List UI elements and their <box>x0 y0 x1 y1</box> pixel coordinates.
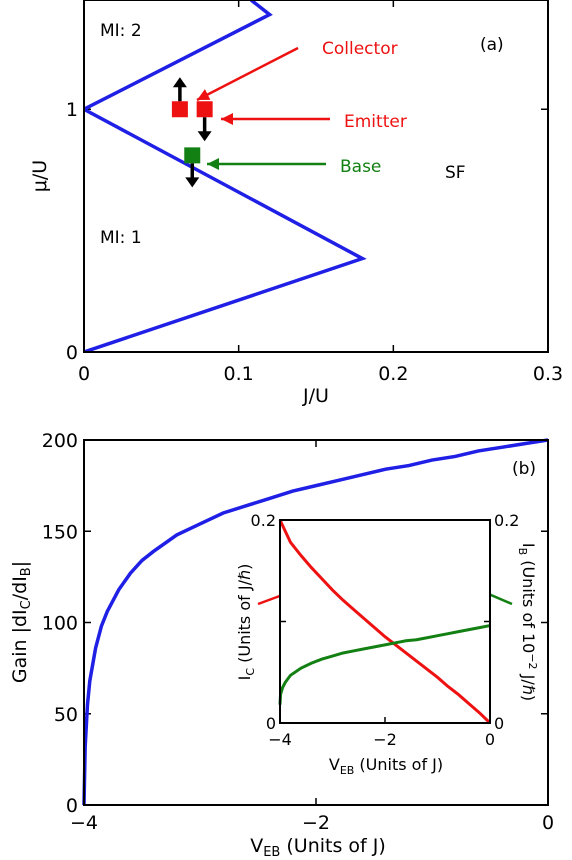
inset-left-y-tick-label: 0.2 <box>251 511 276 530</box>
x-tick-label: 0.1 <box>224 363 254 385</box>
inset-right-y-tick-label: 0 <box>494 714 504 733</box>
emitter-arrow-head <box>197 131 212 142</box>
phase-boundary-line <box>84 0 367 352</box>
base-marker <box>184 147 201 164</box>
inset-frame <box>279 519 491 724</box>
x-tick-label: 0 <box>78 363 90 385</box>
x-tick-label: 0.2 <box>378 363 408 385</box>
base-pointer-head <box>207 158 219 170</box>
inset-xlabel: VEB (Units of J) <box>329 755 443 777</box>
panel-a-series <box>84 0 367 352</box>
panel-b-xlabel: VEB (Units of J) <box>250 835 386 860</box>
region-label-mi1: MI: 1 <box>100 228 142 248</box>
panel-a-phase-diagram: 0 0.1 0.2 0.3 0 1 (a) MI: 2 MI: 1 SF Collecto… <box>29 0 563 407</box>
emitter-pointer-head <box>221 113 233 125</box>
inset-x-tick-label: 0 <box>485 730 495 749</box>
inset-x-tick-label: −2 <box>373 730 397 749</box>
annotation-base: Base <box>340 157 381 177</box>
inset-x-tick-label: −4 <box>268 730 292 749</box>
y-tick-label: 0 <box>66 795 78 817</box>
annotation-collector: Collector <box>322 39 398 59</box>
x-tick-label: −2 <box>302 812 330 834</box>
region-label-sf: SF <box>445 163 466 183</box>
inset-series <box>278 519 492 725</box>
inset-left-y-tick-label: 0 <box>266 714 276 733</box>
panel-a-frame <box>83 0 549 353</box>
panel-a-ticks: 0 0.1 0.2 0.3 0 1 <box>66 0 563 385</box>
panel-b-frame <box>83 439 549 806</box>
y-tick-label: 200 <box>42 430 78 452</box>
ib-curve <box>278 624 491 705</box>
y-tick-label: 0 <box>66 342 78 364</box>
collector-marker <box>171 101 188 118</box>
x-tick-label: −4 <box>70 812 98 834</box>
base-arrow-head <box>185 177 200 188</box>
region-label-mi2: MI: 2 <box>100 21 142 41</box>
ic-curve <box>278 519 492 725</box>
y-tick-label: 150 <box>42 521 78 543</box>
collector-arrow-head <box>172 77 187 88</box>
inset-background <box>280 520 490 723</box>
y-tick-label: 1 <box>66 99 78 121</box>
panel-b-ylabel: Gain |dIC/dIB| <box>9 561 34 683</box>
y-tick-label: 50 <box>54 704 78 726</box>
inset-right-y-tick-label: 0.2 <box>494 511 519 530</box>
inset-ylabel-left: IC (Units of J/ℏ) <box>235 564 257 681</box>
x-tick-label: 0.3 <box>533 363 563 385</box>
panel-a-markers <box>171 46 330 188</box>
x-tick-label: 0 <box>542 812 554 834</box>
y-tick-label: 100 <box>42 613 78 635</box>
panel-a-ylabel: μ/U <box>29 160 51 192</box>
annotation-emitter: Emitter <box>344 112 407 132</box>
emitter-marker <box>196 101 213 118</box>
gain-curve <box>82 438 549 806</box>
inset-ylabel-right: IB (Units of 10−2 J/ℏ) <box>516 543 539 701</box>
collector-pointer-shaft <box>196 46 299 102</box>
panel-a-xlabel: J/U <box>302 385 329 407</box>
panel-b-label: (b) <box>512 459 536 479</box>
panel-a-label: (a) <box>480 35 504 55</box>
panel-b-inset: −4 −2 00 00.2 0.2 VEB (Units of J) IC (Units… <box>235 511 539 777</box>
collector-pointer-head <box>197 89 211 100</box>
